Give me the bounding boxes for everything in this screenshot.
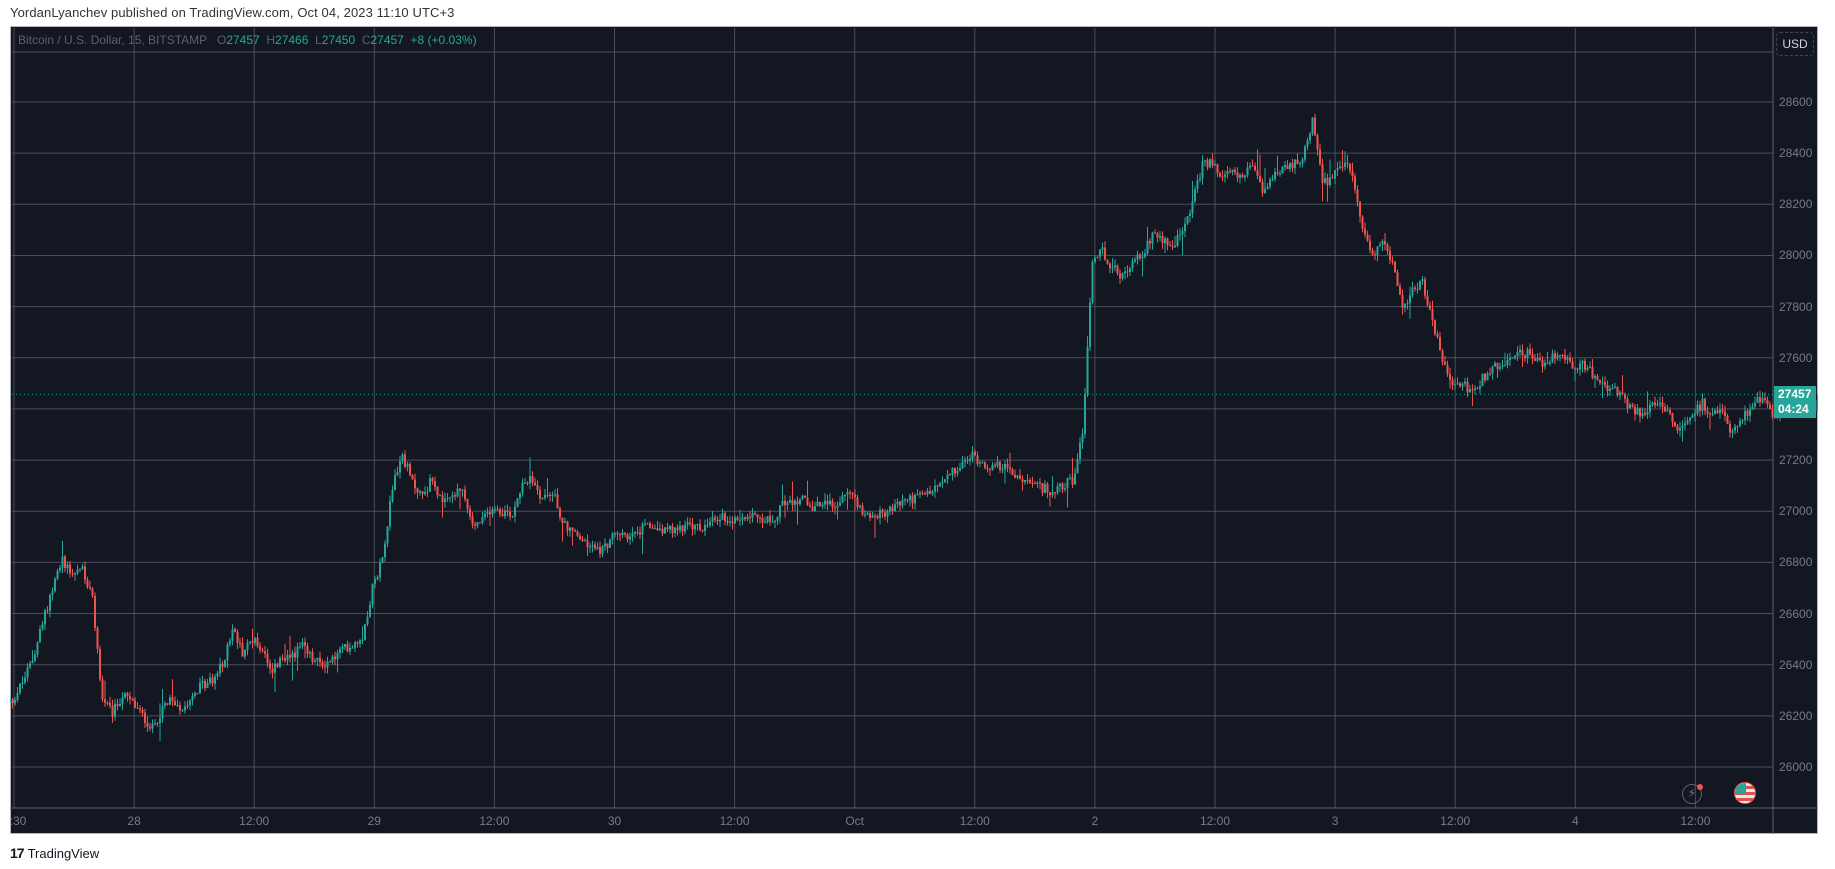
price-tick-label: 27000 — [1779, 504, 1813, 519]
time-tick-label: 2 — [1091, 814, 1099, 828]
open-label: O — [216, 33, 227, 47]
symbol-legend: Bitcoin / U.S. Dollar, 15, BITSTAMP O274… — [18, 33, 477, 47]
open-value: 27457 — [226, 33, 260, 47]
time-tick-label: 3 — [1331, 814, 1339, 828]
time-tick-label: 4 — [1571, 814, 1579, 828]
last-price-badge: 27457 04:24 — [1774, 386, 1816, 418]
bar-countdown: 04:24 — [1778, 402, 1809, 416]
price-tick-label: 27600 — [1779, 350, 1813, 365]
published-line: YordanLyanchev published on TradingView.… — [10, 5, 455, 20]
price-tick-label: 28400 — [1779, 146, 1813, 161]
us-flag-event-icon[interactable] — [1734, 782, 1756, 804]
high-label: H — [266, 33, 276, 47]
low-label: L — [315, 33, 322, 47]
time-tick-label: 12:00 — [1199, 814, 1231, 828]
close-value: 27457 — [370, 33, 404, 47]
price-tick-label: 28200 — [1779, 197, 1813, 212]
time-tick-label: 12:00 — [1680, 814, 1711, 828]
time-tick-label: 12:00 — [479, 814, 510, 828]
change-value: +8 (+0.03%) — [410, 33, 477, 47]
candles — [10, 113, 1818, 741]
price-tick-label: 26400 — [1779, 657, 1813, 672]
price-tick-label: 27200 — [1779, 453, 1813, 468]
price-tick-label: 28600 — [1779, 95, 1813, 109]
time-tick-label: :30 — [9, 814, 27, 828]
time-tick-label: 12:00 — [1440, 814, 1471, 828]
price-tick-label: 26000 — [1779, 760, 1813, 774]
lightning-icon[interactable]: ⚡︎ — [1682, 784, 1702, 804]
time-tick-label: 30 — [607, 814, 622, 828]
time-tick-label: 12:00 — [959, 814, 990, 828]
time-tick-label: Oct — [845, 814, 865, 828]
chart-frame — [10, 26, 1818, 834]
tradingview-logo-icon[interactable]: 17 — [10, 845, 25, 861]
notification-dot-icon — [1697, 784, 1703, 790]
price-tick-label: 26200 — [1779, 708, 1813, 723]
low-value: 27450 — [321, 33, 356, 47]
time-tick-label: 12:00 — [719, 814, 750, 828]
time-tick-label: 12:00 — [239, 814, 270, 828]
brand-name[interactable]: TradingView — [27, 845, 100, 861]
currency-button[interactable]: USD — [1776, 32, 1814, 56]
price-tick-label: 28000 — [1779, 248, 1813, 263]
symbol-name[interactable]: Bitcoin / U.S. Dollar, 15, BITSTAMP — [18, 33, 207, 47]
price-tick-label: 27800 — [1779, 299, 1813, 314]
close-label: C — [361, 33, 371, 47]
price-tick-label: 26600 — [1779, 606, 1813, 621]
price-tick-label: 26800 — [1779, 555, 1813, 570]
last-price: 27457 — [1778, 387, 1812, 401]
time-tick-label: 29 — [367, 814, 381, 828]
time-tick-label: 28 — [127, 814, 141, 828]
footer: 17 TradingView — [10, 845, 99, 861]
high-value: 27466 — [275, 33, 309, 47]
price-chart[interactable] — [10, 26, 1818, 834]
